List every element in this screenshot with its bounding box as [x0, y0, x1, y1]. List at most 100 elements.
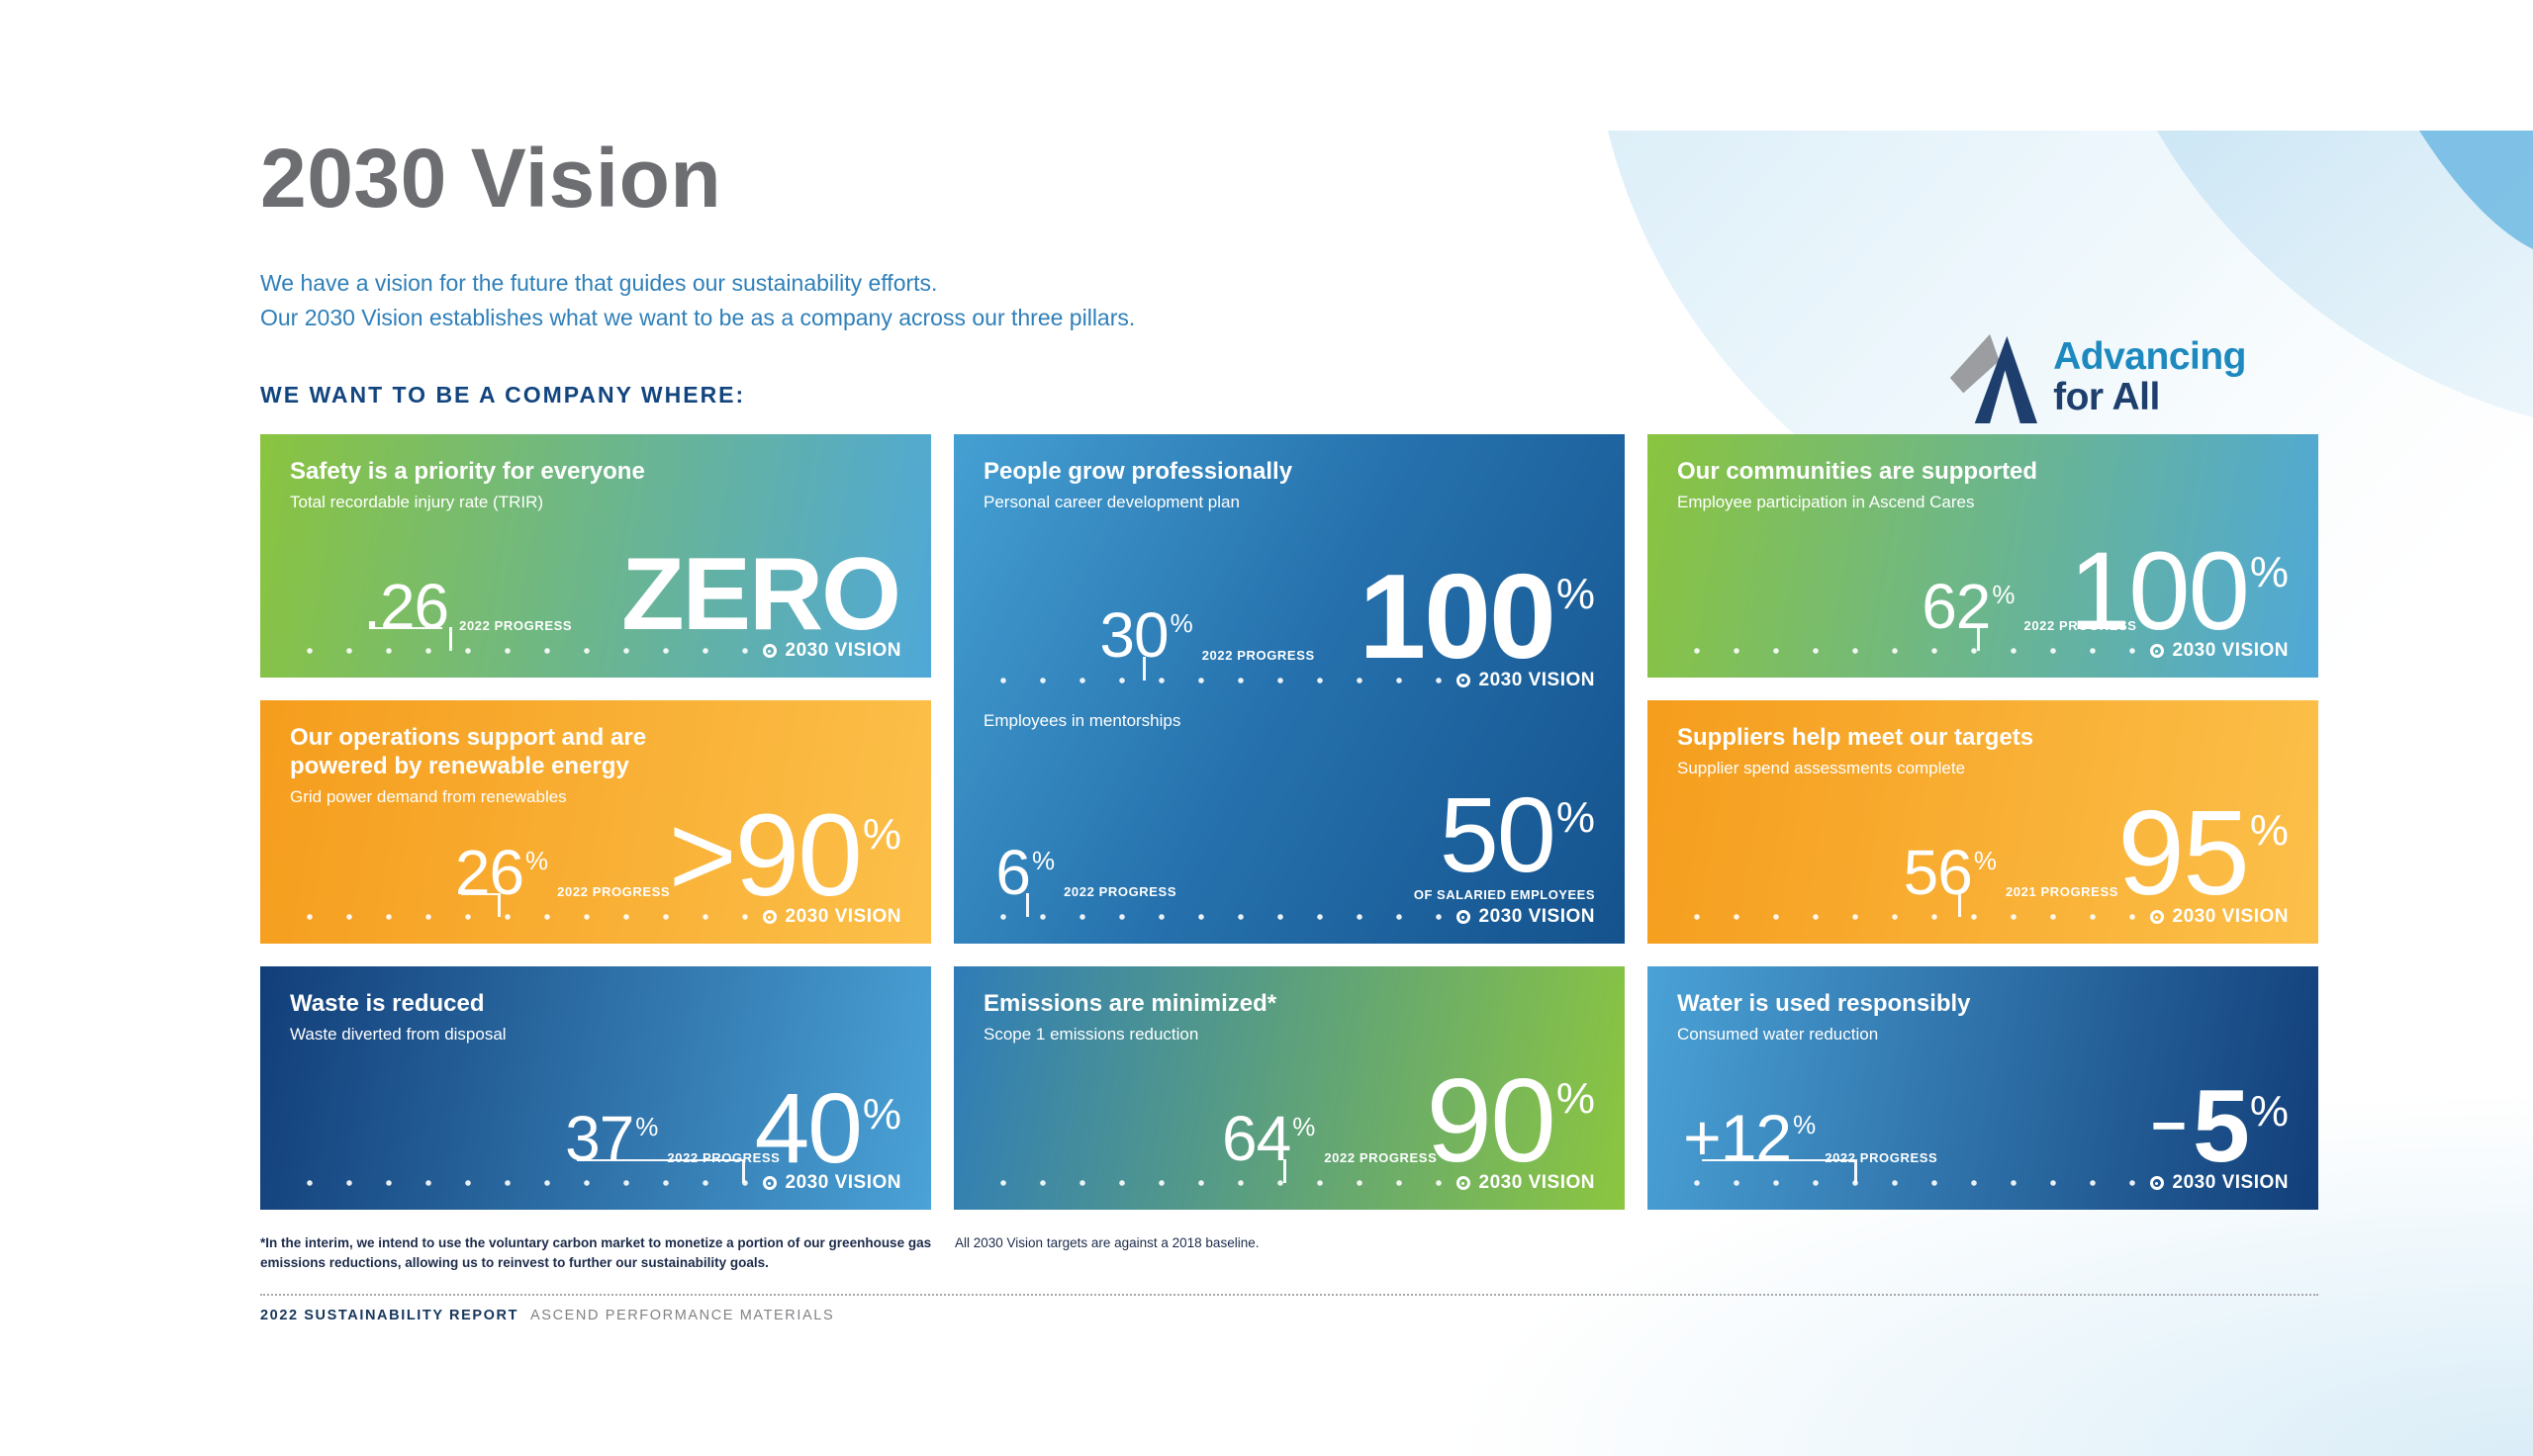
logo-mark-icon	[1949, 333, 2038, 423]
progress-track: 2030 VISION	[984, 893, 1595, 932]
intro-line-2: Our 2030 Vision establishes what we want…	[260, 304, 1136, 330]
vision-target: 2030 VISION	[1455, 670, 1595, 691]
vision-label: 2030 VISION	[785, 1172, 901, 1193]
vision-label: 2030 VISION	[785, 906, 901, 927]
metric-area: 6% 2022 PROGRESS 50% OF SALARIED EMPLOYE…	[984, 731, 1595, 908]
vision-value: 100	[2069, 529, 2250, 654]
progress-marker	[742, 1159, 746, 1183]
metric-area: 26% 2022 PROGRESS >90%	[290, 789, 901, 921]
card-subtitle: Scope 1 emissions reduction	[984, 1024, 1199, 1044]
vision-target: 2030 VISION	[2149, 640, 2289, 662]
progress-label: 2022 PROGRESS	[459, 618, 573, 633]
vision-target: 2030 VISION	[1455, 906, 1595, 928]
vision-target: 2030 VISION	[762, 906, 901, 928]
vision-marker-icon	[762, 910, 777, 924]
vision-value: 95	[2117, 785, 2250, 921]
progress-unit: %	[1292, 1111, 1316, 1141]
page-title: 2030 Vision	[260, 132, 722, 225]
vision-marker-icon	[2149, 1176, 2164, 1190]
progress-group: 56% 2021 PROGRESS	[1903, 836, 2118, 908]
progress-track: 2030 VISION	[290, 1158, 901, 1198]
vision-note: OF SALARIED EMPLOYEES	[1413, 887, 1595, 902]
progress-marker	[1854, 1159, 1858, 1183]
vision-value: 50	[1439, 774, 1556, 894]
intro-text: We have a vision for the future that gui…	[260, 266, 2318, 334]
track-dots	[1677, 913, 2142, 921]
card-title: Safety is a priority for everyone	[290, 458, 645, 485]
progress-group: .26 2022 PROGRESS	[363, 570, 573, 642]
card-water: Water is used responsibly Consumed water…	[1647, 966, 2318, 1210]
vision-label: 2030 VISION	[1478, 906, 1595, 927]
progress-track: 2030 VISION	[1677, 1158, 2289, 1198]
metric-area: 64% 2022 PROGRESS 90%	[984, 1045, 1595, 1187]
footnotes: *In the interim, we intend to use the vo…	[260, 1233, 2318, 1272]
vision-target: 2030 VISION	[762, 1172, 901, 1194]
vision-unit: %	[1555, 792, 1595, 842]
card-title: People grow professionally	[984, 458, 1293, 485]
company-name: ASCEND PERFORMANCE MATERIALS	[530, 1308, 835, 1324]
card-waste: Waste is reduced Waste diverted from dis…	[260, 966, 931, 1210]
track-dots	[984, 913, 1449, 921]
progress-track: 2030 VISION	[984, 1159, 1595, 1198]
progress-value: 56	[1903, 836, 1973, 908]
vision-target: 2030 VISION	[2149, 906, 2289, 928]
metric-area: .26 2022 PROGRESS ZERO	[290, 512, 901, 646]
progress-unit: %	[1992, 579, 2016, 609]
vision-marker-icon	[762, 644, 777, 658]
progress-unit: %	[1793, 1109, 1817, 1139]
intro-line-1: We have a vision for the future that gui…	[260, 270, 938, 296]
card-subtitle: Consumed water reduction	[1677, 1024, 1879, 1044]
mentorships-heading: Employees in mentorships	[984, 710, 1181, 730]
vision-label: 2030 VISION	[2172, 1172, 2289, 1193]
people-section-career: People grow professionally Personal care…	[984, 458, 1595, 695]
progress-group: 26% 2022 PROGRESS	[454, 836, 671, 908]
logo-line-1: Advancing	[2053, 335, 2246, 379]
vision-group: −5%	[2151, 1075, 2289, 1178]
vision-unit: %	[2249, 1086, 2289, 1136]
progress-label: 2022 PROGRESS	[2023, 618, 2137, 633]
progress-bracket	[461, 892, 499, 895]
progress-label: 2022 PROGRESS	[1064, 884, 1177, 899]
progress-label: 2022 PROGRESS	[1201, 647, 1315, 663]
card-subtitle: Waste diverted from disposal	[290, 1024, 507, 1044]
card-title: Water is used responsibly	[1677, 990, 1971, 1017]
progress-group: 37% 2022 PROGRESS	[565, 1102, 781, 1174]
vision-unit: %	[1555, 569, 1595, 618]
progress-unit: %	[635, 1111, 659, 1141]
progress-label: 2022 PROGRESS	[1825, 1150, 1938, 1165]
card-title: Waste is reduced	[290, 990, 485, 1017]
vision-label: 2030 VISION	[2172, 640, 2289, 661]
progress-group: 6% 2022 PROGRESS	[995, 836, 1177, 908]
progress-label: 2022 PROGRESS	[557, 884, 671, 899]
report-page: Advancing for All 2030 Vision We have a …	[0, 131, 2533, 1456]
track-dots	[290, 647, 755, 655]
metric-area: 62% 2022 PROGRESS 100%	[1677, 512, 2289, 654]
vision-group: >90%	[668, 789, 901, 921]
progress-value: .26	[363, 570, 449, 642]
progress-value: 6	[995, 836, 1031, 908]
progress-group: +12% 2022 PROGRESS	[1683, 1105, 1938, 1170]
card-safety: Safety is a priority for everyone Total …	[260, 434, 931, 678]
progress-unit: %	[1973, 845, 1997, 875]
progress-group: 64% 2022 PROGRESS	[1222, 1106, 1437, 1170]
progress-value: 26	[454, 836, 524, 908]
progress-group: 30% 2022 PROGRESS	[1099, 603, 1315, 668]
progress-track: 2030 VISION	[984, 656, 1595, 695]
card-suppliers: Suppliers help meet our targets Supplier…	[1647, 700, 2318, 944]
track-dots	[984, 677, 1449, 683]
track-dots	[290, 913, 755, 921]
card-title: Emissions are minimized*	[984, 990, 1277, 1017]
brand-logo: Advancing for All	[1946, 328, 2246, 427]
vision-marker-icon	[1455, 1176, 1470, 1190]
progress-label: 2022 PROGRESS	[667, 1150, 781, 1165]
vision-value: 90	[1426, 1054, 1555, 1187]
progress-track: 2030 VISION	[290, 892, 901, 932]
vision-group: 95%	[2117, 785, 2289, 921]
vision-value: >90	[668, 789, 863, 921]
progress-marker	[1026, 893, 1030, 917]
progress-value: 37	[565, 1102, 634, 1174]
metric-area: +12% 2022 PROGRESS −5%	[1677, 1045, 2289, 1178]
progress-marker	[498, 893, 502, 917]
vision-unit: %	[2249, 806, 2289, 856]
progress-bracket	[369, 626, 443, 629]
